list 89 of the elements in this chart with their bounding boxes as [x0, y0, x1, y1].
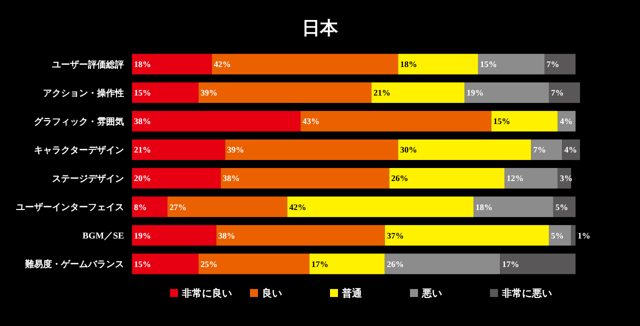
bar	[478, 54, 545, 74]
bar	[132, 254, 199, 274]
bar	[132, 54, 212, 74]
data-label: 18%	[476, 202, 493, 212]
bar	[216, 225, 385, 246]
data-label: 38%	[134, 116, 151, 126]
bar	[474, 196, 554, 218]
data-label: 5%	[555, 202, 568, 212]
bar	[571, 225, 576, 246]
data-label: 17%	[311, 258, 328, 269]
data-label: 17%	[502, 258, 520, 269]
data-label: 8%	[134, 202, 147, 212]
bar	[198, 254, 310, 274]
data-label: 19%	[134, 230, 151, 240]
bar	[309, 254, 385, 274]
bar	[132, 225, 216, 246]
data-label: 21%	[134, 144, 151, 155]
y-tick-label: ユーザーインターフェイス	[16, 202, 124, 212]
data-label: 27%	[169, 202, 186, 212]
data-label: 43%	[302, 116, 320, 126]
data-label: 4%	[564, 144, 578, 155]
data-label: 15%	[134, 88, 151, 98]
data-label: 42%	[214, 59, 231, 70]
bar	[389, 168, 505, 189]
data-label: 7%	[550, 88, 564, 98]
y-tick-label: ユーザー評価総評	[52, 59, 124, 70]
data-label: 42%	[289, 202, 306, 212]
legend-label: 非常に良い	[181, 288, 232, 300]
bar	[500, 254, 576, 274]
bar	[212, 54, 398, 74]
bar	[504, 168, 558, 189]
chart-title: 日本	[302, 18, 339, 38]
bar	[300, 110, 492, 132]
data-label: 4%	[560, 116, 573, 126]
data-label: 39%	[200, 88, 218, 98]
data-label: 12%	[506, 173, 524, 184]
bar	[220, 168, 390, 189]
legend-label: 非常に悪い	[501, 288, 552, 300]
data-label: 26%	[386, 258, 404, 269]
data-label: 26%	[391, 173, 408, 184]
data-label: 21%	[374, 88, 391, 98]
bar	[372, 82, 465, 103]
data-label: 20%	[134, 173, 151, 184]
bar	[398, 54, 478, 74]
bar	[531, 139, 562, 160]
data-label: 18%	[400, 59, 418, 70]
legend-label: 良い	[262, 288, 282, 300]
bar	[548, 82, 580, 103]
bar	[287, 196, 474, 218]
data-label: 15%	[480, 59, 497, 70]
bar	[384, 225, 549, 246]
data-label: 7%	[533, 144, 546, 155]
data-label: 39%	[227, 144, 244, 155]
bar	[398, 139, 532, 160]
y-tick-label: アクション・操作性	[43, 88, 124, 98]
data-label: 7%	[546, 59, 560, 70]
data-label: 1%	[578, 230, 590, 240]
y-tick-label: グラフィック・雰囲気	[34, 116, 124, 126]
data-label: 30%	[400, 144, 418, 155]
bar	[132, 82, 199, 103]
data-label: 15%	[493, 116, 510, 126]
data-label: 3%	[560, 173, 573, 184]
legend-label: 悪い	[421, 288, 442, 300]
bar	[132, 196, 168, 218]
bar	[553, 196, 576, 218]
data-label: 38%	[218, 230, 236, 240]
bar	[225, 139, 398, 160]
bar	[544, 54, 576, 74]
y-tick-label: ステージデザイン	[52, 173, 124, 184]
bar	[464, 82, 549, 103]
data-label: 5%	[550, 230, 564, 240]
data-label: 25%	[200, 258, 218, 269]
y-tick-label: キャラクターデザイン	[34, 144, 124, 155]
bar	[491, 110, 558, 132]
y-tick-label: BGM／SE	[82, 230, 124, 240]
bar	[548, 225, 572, 246]
bar	[132, 110, 301, 132]
legend-label: 普通	[341, 288, 363, 300]
y-tick-label: 難易度・ゲームバランス	[24, 259, 124, 270]
bar	[167, 196, 288, 218]
data-label: 38%	[222, 173, 240, 184]
bar	[132, 139, 226, 160]
bar	[198, 82, 372, 103]
bar	[132, 168, 221, 189]
data-label: 15%	[134, 258, 151, 269]
data-label: 18%	[134, 59, 151, 70]
bar	[384, 254, 500, 274]
data-label: 19%	[466, 88, 484, 98]
data-label: 37%	[386, 230, 404, 240]
